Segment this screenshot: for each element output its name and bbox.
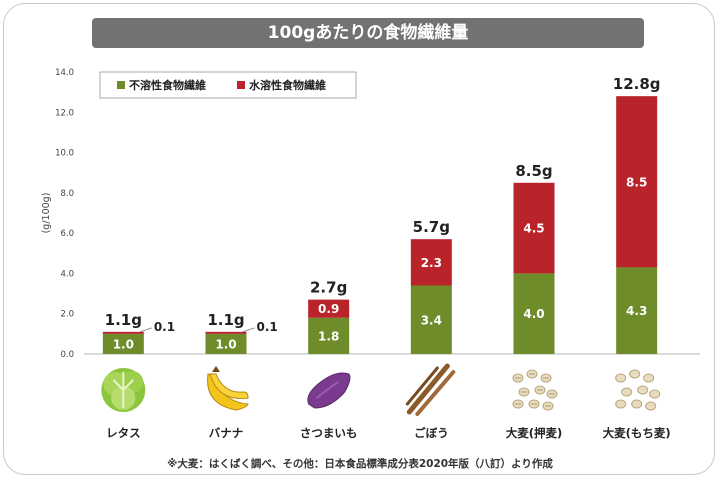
y-tick-label: 14.0 — [55, 68, 74, 78]
bar-total-label: 2.7g — [310, 279, 347, 297]
bar-segment — [308, 299, 350, 318]
mochi-barley-icon — [615, 369, 661, 411]
leader-line — [242, 327, 255, 333]
bar-value-label: 8.5 — [626, 175, 647, 189]
legend-label: 不溶性食物繊維 — [129, 78, 206, 92]
category-label: ごぼう — [414, 426, 449, 440]
bar-segment — [205, 331, 247, 334]
sweet-potato-icon — [307, 372, 351, 409]
bar-value-label: 4.3 — [626, 304, 647, 318]
category-label: 大麦(もち麦) — [603, 426, 671, 440]
bar-value-label: 0.9 — [318, 302, 339, 316]
bar-value-label: 3.4 — [421, 313, 442, 327]
bar-segment — [410, 285, 452, 354]
bar-value-label: 1.0 — [113, 337, 134, 351]
bar-segment — [616, 267, 658, 354]
bar-value-label: 0.1 — [257, 320, 278, 334]
bar-segment — [205, 333, 247, 354]
category-label: 大麦(押麦) — [506, 426, 563, 440]
chart-title: 100gあたりの食物繊維量 — [92, 18, 644, 48]
y-tick-label: 4.0 — [60, 269, 74, 279]
bar-segment — [513, 182, 555, 274]
bar-value-label: 0.1 — [154, 320, 175, 334]
bar-segment — [410, 239, 452, 286]
legend-swatch — [237, 81, 245, 89]
banana-icon — [207, 366, 249, 411]
bar-total-label: 12.8g — [613, 75, 661, 93]
category-label: バナナ — [209, 426, 244, 440]
bar-value-label: 2.3 — [421, 256, 442, 270]
y-tick-label: 0.0 — [60, 350, 74, 360]
bar-segment — [616, 96, 658, 268]
bar-total-label: 8.5g — [515, 162, 552, 180]
bar-total-label: 1.1g — [105, 311, 142, 329]
category-label: さつまいも — [300, 426, 358, 440]
bar-value-label: 4.5 — [523, 222, 544, 236]
burdock-icon — [405, 363, 456, 416]
bar-segment — [102, 331, 144, 334]
bar-total-label: 5.7g — [413, 218, 450, 236]
y-axis-label: (g/100g) — [41, 193, 52, 234]
bar-segment — [308, 317, 350, 354]
lettuce-icon — [101, 368, 146, 412]
bar-value-label: 1.8 — [318, 329, 339, 343]
bar-value-label: 1.0 — [215, 337, 236, 351]
y-tick-label: 6.0 — [60, 229, 74, 239]
bar-total-label: 1.1g — [207, 311, 244, 329]
y-tick-label: 2.0 — [60, 310, 74, 320]
footnote: ※大麦：はくばく調べ、その他：日本食品標準成分表2020年版（八訂）より作成 — [167, 458, 553, 470]
leader-line — [139, 327, 152, 333]
bar-value-label: 4.0 — [523, 307, 544, 321]
y-tick-label: 12.0 — [55, 108, 74, 118]
pressed-barley-icon — [512, 369, 558, 411]
legend-box — [99, 71, 357, 99]
y-tick-label: 10.0 — [55, 149, 74, 159]
bar-segment — [102, 333, 144, 354]
category-label: レタス — [106, 426, 141, 440]
legend-swatch — [117, 81, 125, 89]
legend-label: 水溶性食物繊維 — [249, 78, 326, 92]
bar-segment — [513, 273, 555, 354]
y-tick-label: 8.0 — [60, 189, 74, 199]
